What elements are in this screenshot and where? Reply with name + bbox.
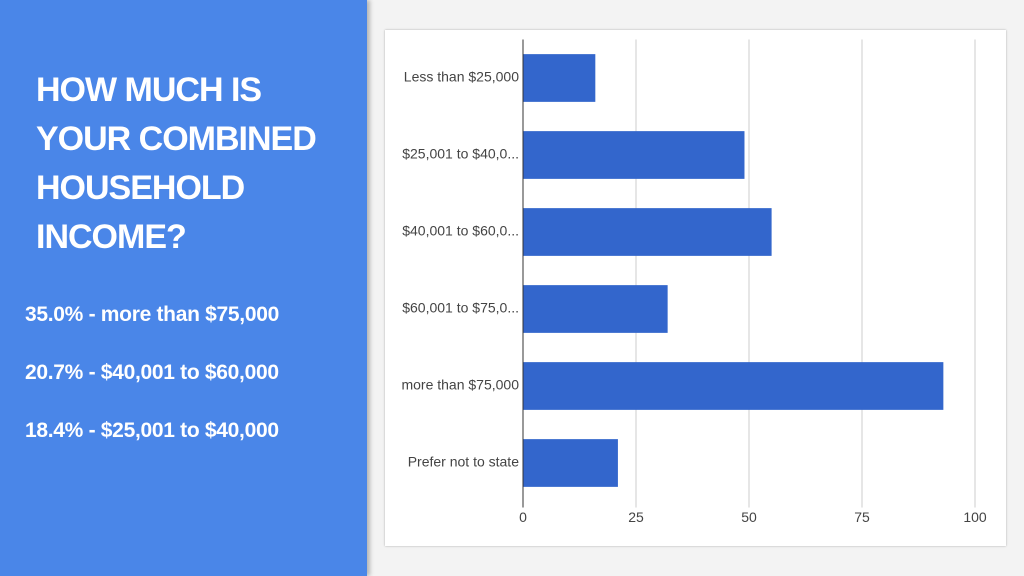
y-tick-label: Prefer not to state bbox=[408, 454, 519, 470]
y-tick-label: more than $75,000 bbox=[401, 377, 519, 393]
bar bbox=[523, 439, 618, 487]
y-tick-label: Less than $25,000 bbox=[404, 69, 519, 85]
bar bbox=[523, 285, 668, 333]
bar bbox=[523, 131, 745, 179]
x-tick-label: 25 bbox=[628, 509, 644, 525]
bar bbox=[523, 54, 596, 102]
chart: 0 25 50 75 100 Less than $25,000 $25,001 to $4… bbox=[401, 39, 987, 525]
slide-title: HOW MUCH IS YOUR COMBINED HOUSEHOLD INCO… bbox=[36, 71, 317, 256]
x-tick-label: 0 bbox=[519, 509, 527, 525]
stat: 20.7% - $40,001 to $60,000 bbox=[25, 361, 279, 384]
y-tick-label: $40,001 to $60,0... bbox=[402, 223, 519, 239]
y-tick-label: $60,001 to $75,0... bbox=[402, 300, 519, 316]
bar bbox=[523, 362, 944, 410]
x-tick-label: 50 bbox=[741, 509, 757, 525]
y-tick-label: $25,001 to $40,0... bbox=[402, 146, 519, 162]
x-tick-label: 100 bbox=[963, 509, 987, 525]
chart-box: 0 25 50 75 100 Less than $25,000 $25,001 to $4… bbox=[385, 30, 1006, 546]
side-panel: HOW MUCH IS YOUR COMBINED HOUSEHOLD INCO… bbox=[0, 0, 367, 576]
bar bbox=[523, 208, 772, 256]
x-tick-label: 75 bbox=[854, 509, 870, 525]
stat: 35.0% - more than $75,000 bbox=[25, 303, 279, 326]
stat: 18.4% - $25,001 to $40,000 bbox=[25, 419, 279, 442]
